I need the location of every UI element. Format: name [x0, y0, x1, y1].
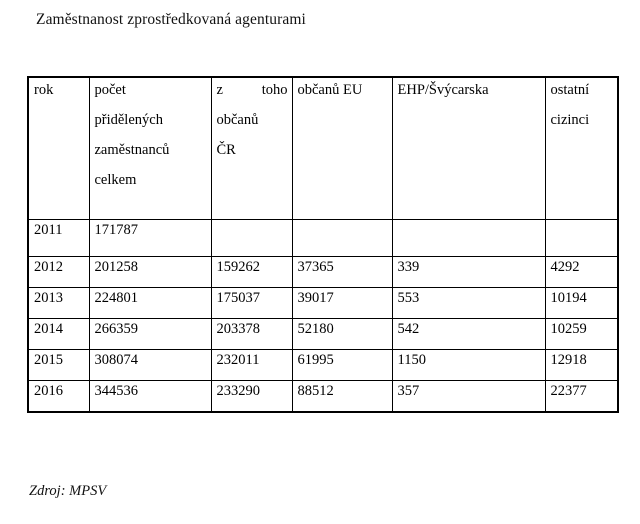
table-header-row: rok počet přidělených zaměstnanců celkem…	[27, 76, 619, 220]
column-header-total-assigned: počet přidělených zaměstnanců celkem	[88, 76, 212, 220]
cell-eu-citizens: 39017	[291, 287, 393, 319]
column-header-total-line-4: celkem	[94, 172, 137, 188]
employment-agencies-table: rok počet přidělených zaměstnanců celkem…	[27, 76, 619, 413]
column-header-total-line-1: počet	[94, 82, 126, 98]
table-row: 2012 201258 159262 37365 339 4292	[27, 256, 619, 288]
cell-year: 2015	[27, 349, 90, 381]
table-row: 2015 308074 232011 61995 1150 12918	[27, 349, 619, 381]
cell-total-assigned: 224801	[88, 287, 212, 319]
cell-czech-citizens: 175037	[210, 287, 293, 319]
table-row: 2014 266359 203378 52180 542 10259	[27, 318, 619, 350]
cell-eea-switzerland-empty-shaded	[391, 219, 546, 257]
cell-eu-citizens: 61995	[291, 349, 393, 381]
cell-czech-citizens: 233290	[210, 380, 293, 413]
cell-year: 2011	[27, 219, 90, 257]
cell-other-foreigners-empty-shaded	[544, 219, 619, 257]
cell-czech-citizens: 159262	[210, 256, 293, 288]
column-header-rok-label: rok	[34, 82, 54, 98]
cell-eea-switzerland: 339	[391, 256, 546, 288]
column-header-other-line-1: ostatní	[550, 82, 590, 98]
source-note: Zdroj: MPSV	[29, 483, 107, 499]
cell-other-foreigners: 10259	[544, 318, 619, 350]
column-header-czech-line-1: z toho	[216, 82, 288, 98]
cell-czech-citizens: 232011	[210, 349, 293, 381]
column-header-czech-line-2: občanů	[216, 112, 259, 128]
cell-year: 2012	[27, 256, 90, 288]
column-header-eu-citizens: občanů EU	[291, 76, 393, 220]
column-header-eea-label: EHP/Švýcarska	[397, 82, 489, 98]
cell-other-foreigners: 12918	[544, 349, 619, 381]
column-header-total-line-3: zaměstnanců	[94, 142, 170, 158]
table-container: rok počet přidělených zaměstnanců celkem…	[27, 76, 619, 413]
cell-total-assigned: 344536	[88, 380, 212, 413]
cell-eu-citizens-empty-shaded	[291, 219, 393, 257]
cell-eu-citizens: 37365	[291, 256, 393, 288]
table-row: 2011 171787	[27, 219, 619, 257]
cell-eea-switzerland: 357	[391, 380, 546, 413]
column-header-czech-line-3: ČR	[216, 142, 236, 158]
column-header-eu-label: občanů EU	[297, 82, 363, 98]
table-row: 2013 224801 175037 39017 553 10194	[27, 287, 619, 319]
cell-total-assigned: 201258	[88, 256, 212, 288]
page-title: Zaměstnanost zprostředkovaná agenturami	[36, 11, 306, 28]
cell-eu-citizens: 52180	[291, 318, 393, 350]
table-row: 2016 344536 233290 88512 357 22377	[27, 380, 619, 413]
column-header-eea-switzerland: EHP/Švýcarska	[391, 76, 546, 220]
cell-year: 2014	[27, 318, 90, 350]
cell-eea-switzerland: 553	[391, 287, 546, 319]
column-header-other-line-2: cizinci	[550, 112, 590, 128]
cell-other-foreigners: 22377	[544, 380, 619, 413]
cell-czech-citizens: 203378	[210, 318, 293, 350]
column-header-other-foreigners: ostatní cizinci	[544, 76, 619, 220]
column-header-rok: rok	[27, 76, 90, 220]
cell-year: 2013	[27, 287, 90, 319]
cell-eu-citizens: 88512	[291, 380, 393, 413]
cell-total-assigned: 266359	[88, 318, 212, 350]
cell-other-foreigners: 10194	[544, 287, 619, 319]
cell-czech-citizens-empty-shaded	[210, 219, 293, 257]
column-header-total-line-2: přidělených	[94, 112, 163, 128]
table-body: 2011 171787 2012 201258 159262 37365 339 4292 20…	[27, 219, 619, 413]
cell-total-assigned: 171787	[88, 219, 212, 257]
cell-eea-switzerland: 542	[391, 318, 546, 350]
cell-total-assigned: 308074	[88, 349, 212, 381]
column-header-czech-citizens: z toho občanů ČR	[210, 76, 293, 220]
cell-other-foreigners: 4292	[544, 256, 619, 288]
cell-year: 2016	[27, 380, 90, 413]
cell-eea-switzerland: 1150	[391, 349, 546, 381]
